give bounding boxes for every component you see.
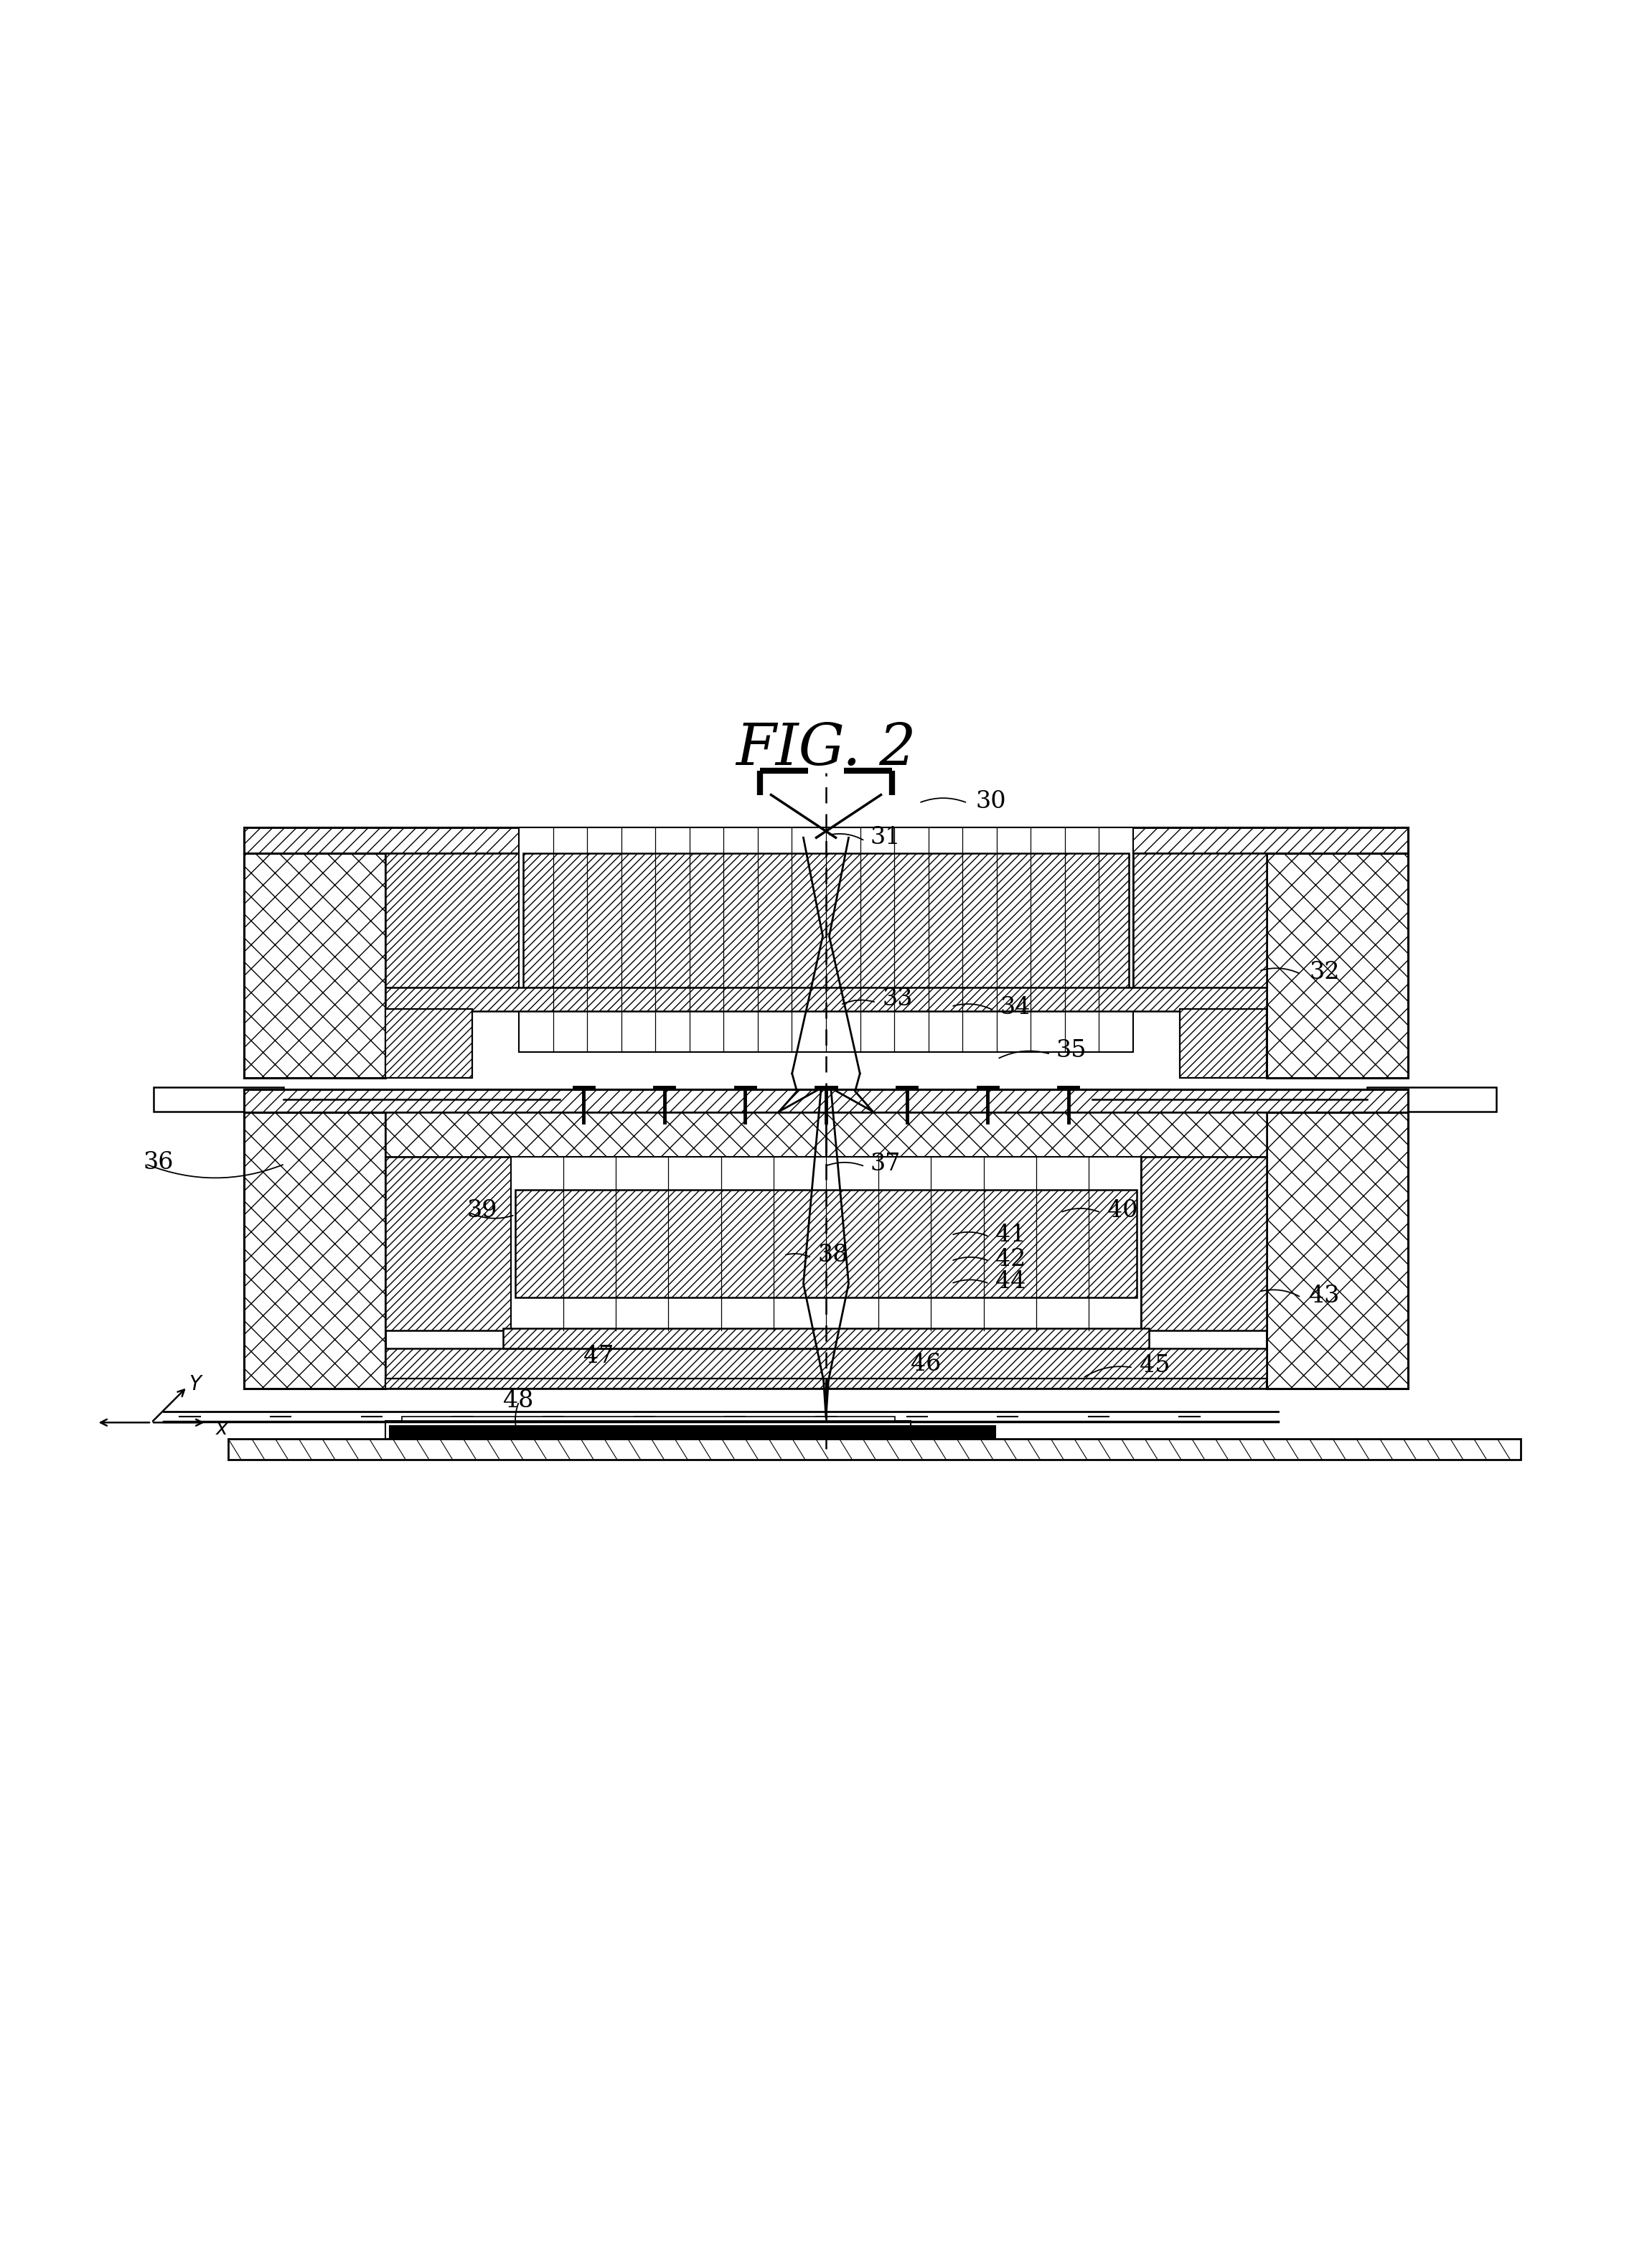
- Bar: [1267, 853, 1408, 1077]
- Text: 44: 44: [996, 1270, 1026, 1293]
- Bar: [385, 1378, 1267, 1389]
- Bar: [519, 828, 1133, 1052]
- Bar: [385, 1010, 472, 1077]
- Bar: [244, 1091, 1408, 1113]
- Text: 41: 41: [996, 1223, 1026, 1248]
- Bar: [385, 1349, 1267, 1389]
- Text: 37: 37: [871, 1153, 900, 1176]
- Bar: [385, 853, 519, 1010]
- Bar: [390, 1425, 996, 1438]
- Bar: [385, 1156, 510, 1331]
- Bar: [401, 1416, 895, 1420]
- Text: 38: 38: [818, 1243, 849, 1268]
- Bar: [515, 1189, 1137, 1297]
- Bar: [826, 1113, 1267, 1156]
- Bar: [1133, 853, 1267, 1010]
- Text: 48: 48: [502, 1389, 534, 1411]
- Text: 30: 30: [975, 790, 1006, 812]
- Bar: [385, 987, 1267, 1012]
- Bar: [228, 1438, 1521, 1459]
- Bar: [244, 828, 1408, 853]
- Bar: [502, 1328, 1150, 1349]
- Bar: [1267, 1113, 1408, 1389]
- Text: 34: 34: [999, 996, 1031, 1019]
- Bar: [385, 1113, 826, 1156]
- Text: x: x: [216, 1418, 228, 1438]
- Text: 47: 47: [583, 1344, 615, 1369]
- Bar: [1180, 1010, 1267, 1077]
- Text: 42: 42: [996, 1248, 1026, 1270]
- Text: 46: 46: [910, 1353, 942, 1376]
- Bar: [385, 1420, 910, 1438]
- Bar: [1368, 1088, 1497, 1111]
- Text: Y: Y: [188, 1373, 202, 1394]
- Bar: [524, 853, 1128, 1010]
- Bar: [154, 1088, 282, 1111]
- Text: 35: 35: [1056, 1039, 1087, 1061]
- Text: 39: 39: [466, 1198, 497, 1223]
- Bar: [244, 853, 385, 1077]
- Text: FIG. 2: FIG. 2: [735, 720, 917, 776]
- Text: 40: 40: [1107, 1198, 1138, 1223]
- Bar: [510, 1156, 1142, 1331]
- Bar: [1142, 1156, 1267, 1331]
- Text: 45: 45: [1140, 1355, 1170, 1378]
- Text: 33: 33: [882, 987, 914, 1010]
- Text: 43: 43: [1308, 1284, 1340, 1308]
- Text: 31: 31: [871, 826, 900, 848]
- Text: 32: 32: [1308, 960, 1340, 985]
- Bar: [244, 1113, 385, 1389]
- Text: 36: 36: [144, 1151, 173, 1174]
